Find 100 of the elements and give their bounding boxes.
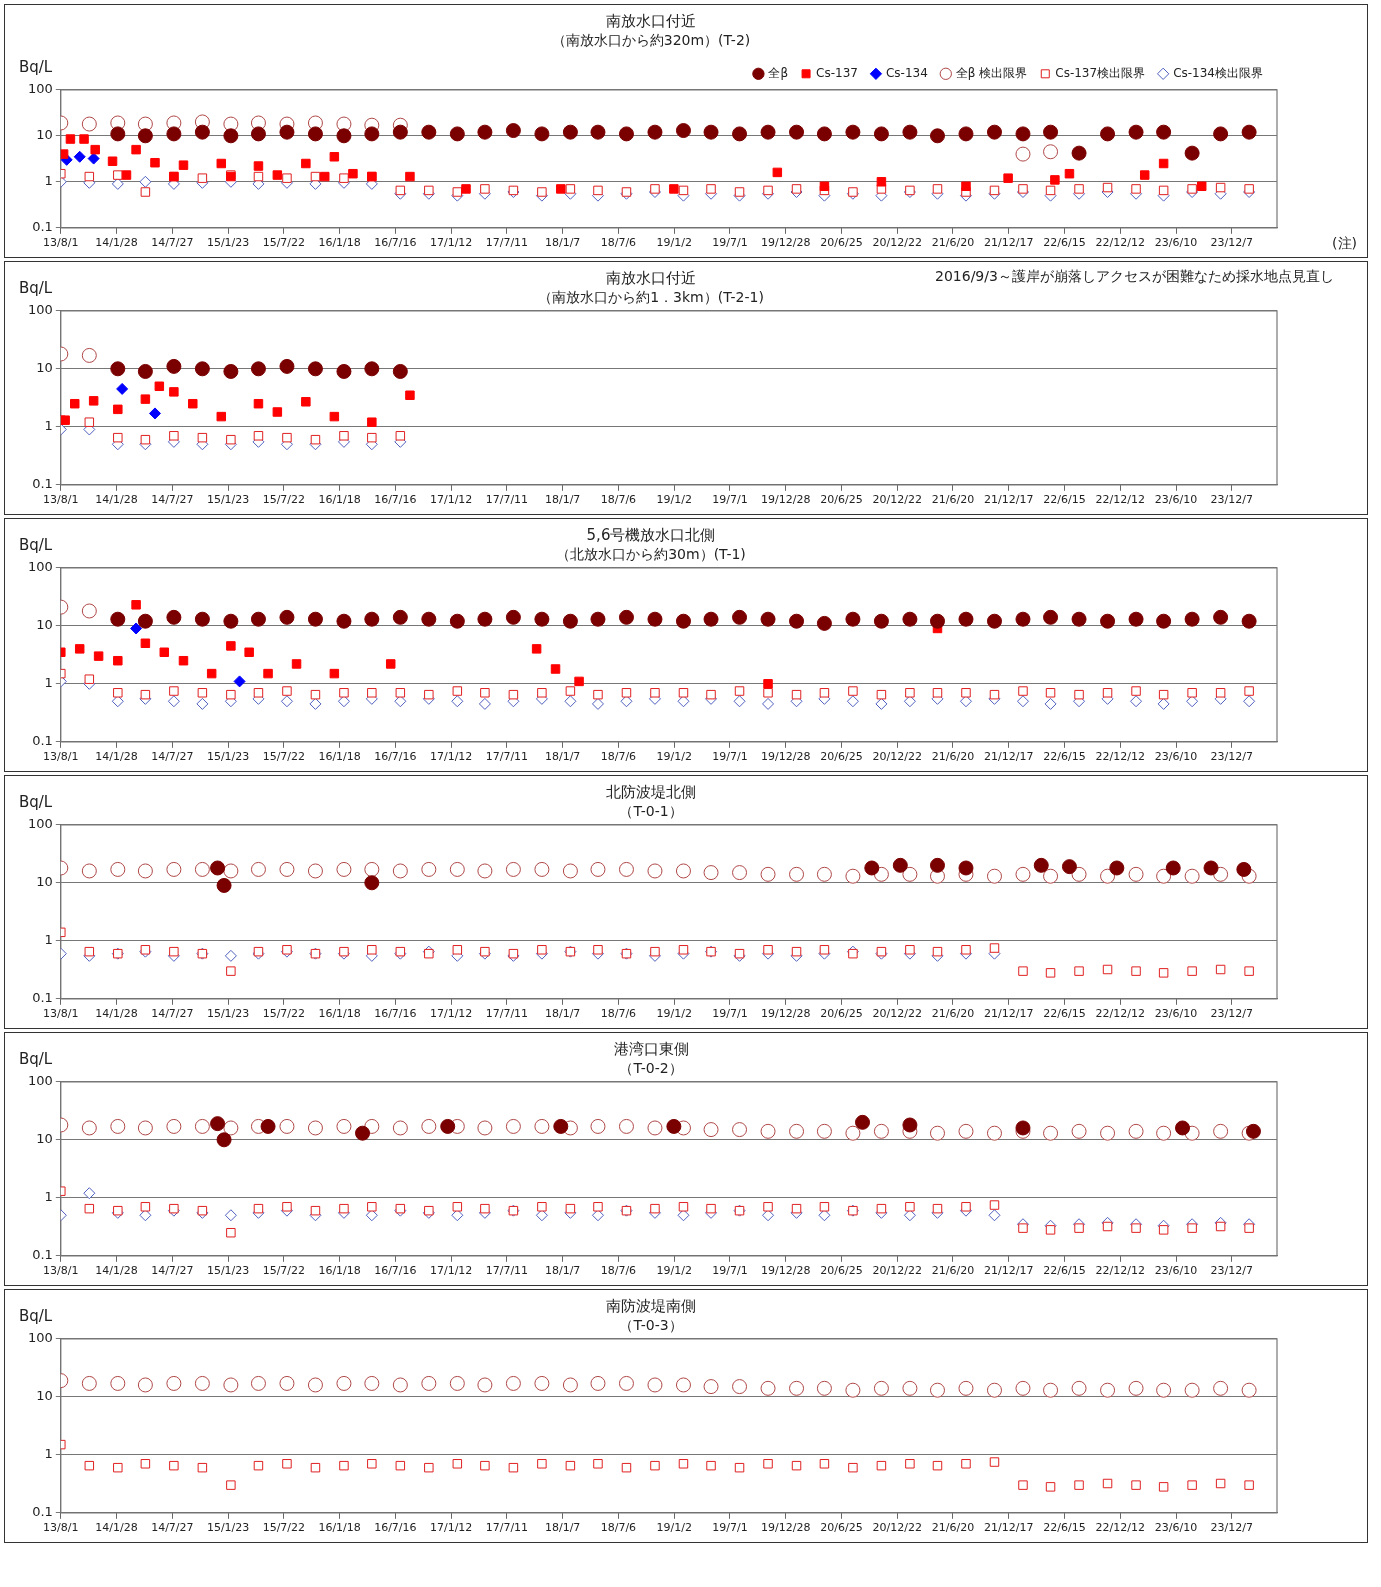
x-tick-label: 20/6/25: [820, 750, 863, 764]
y-tick-label: 0.1: [32, 990, 53, 1006]
x-tick-label: 21/6/20: [931, 1521, 975, 1535]
y-tick-label: 100: [27, 1073, 53, 1089]
x-tick-label: 23/12/7: [1210, 236, 1253, 250]
y-tick-label: 10: [36, 127, 53, 143]
x-tick-label: 20/12/22: [872, 493, 922, 507]
x-tick-label: 15/1/23: [206, 1264, 250, 1278]
y-tick-label: 10: [36, 874, 53, 890]
x-tick-label: 20/12/22: [872, 1521, 922, 1535]
y-tick-label: 10: [36, 1131, 53, 1147]
x-tick-label: 18/7/6: [600, 493, 637, 507]
x-tick-label: 23/12/7: [1210, 1521, 1253, 1535]
x-tick-label: 19/12/28: [760, 1007, 811, 1021]
x-tick-label: 19/12/28: [760, 493, 811, 507]
y-tick-label: 1: [44, 418, 53, 434]
x-tick-label: 17/7/11: [485, 750, 529, 764]
x-tick-label: 22/12/12: [1095, 1007, 1145, 1021]
x-tick-label: 18/7/6: [600, 1521, 637, 1535]
x-tick-label: 20/12/22: [872, 236, 922, 250]
x-tick-label: 22/6/15: [1043, 493, 1086, 507]
x-tick-label: 14/1/28: [95, 1007, 138, 1021]
x-tick-label: 16/7/16: [374, 1264, 417, 1278]
y-tick-label: 100: [27, 816, 53, 832]
y-tick-label: 0.1: [32, 1247, 53, 1263]
y-tick-label: 1: [44, 932, 53, 948]
x-tick-label: 22/12/12: [1095, 236, 1145, 250]
y-tick-label: 1: [44, 1446, 53, 1462]
chart-subtitle: （北放水口から約30m）(T-1): [556, 546, 746, 563]
x-tick-label: 16/7/16: [374, 750, 417, 764]
x-tick-label: 19/1/2: [656, 493, 692, 507]
x-tick-label: 20/6/25: [820, 1521, 863, 1535]
x-tick-label: 23/6/10: [1154, 1264, 1198, 1278]
x-tick-label: 14/1/28: [95, 236, 138, 250]
x-tick-label: 18/7/6: [600, 1264, 637, 1278]
x-tick-label: 15/1/23: [206, 236, 250, 250]
x-tick-label: 15/7/22: [262, 1007, 306, 1021]
x-tick-label: 23/6/10: [1154, 1521, 1198, 1535]
x-tick-label: 17/1/12: [429, 1521, 473, 1535]
x-tick-label: 15/7/22: [262, 750, 306, 764]
x-tick-label: 14/1/28: [95, 750, 138, 764]
chart-title: 北防波堤北側: [606, 782, 696, 801]
chart-subtitle: （南放水口から約1．3km）(T-2-1): [538, 289, 764, 306]
x-tick-label: 16/1/18: [318, 1007, 361, 1021]
legend-label: 全β 検出限界: [955, 65, 1028, 80]
chart-subtitle: （T-0-3）: [619, 1317, 683, 1334]
x-tick-label: 14/7/27: [151, 493, 194, 507]
x-tick-label: 21/12/17: [984, 1521, 1034, 1535]
y-tick-label: 1: [44, 173, 53, 189]
x-tick-label: 21/12/17: [984, 1264, 1034, 1278]
x-tick-label: 18/1/7: [544, 750, 581, 764]
y-axis-title: Bq/L: [19, 58, 53, 77]
x-tick-label: 13/8/1: [43, 750, 79, 764]
x-tick-label: 17/7/11: [485, 493, 529, 507]
x-tick-label: 17/7/11: [485, 236, 529, 250]
x-tick-label: 21/6/20: [931, 1007, 975, 1021]
x-tick-label: 22/12/12: [1095, 1521, 1145, 1535]
x-tick-label: 22/12/12: [1095, 1264, 1145, 1278]
x-tick-label: 15/7/22: [262, 1264, 306, 1278]
x-tick-label: 18/7/6: [600, 750, 637, 764]
x-tick-label: 19/12/28: [760, 750, 811, 764]
x-tick-label: 19/7/1: [712, 1521, 748, 1535]
y-tick-label: 10: [36, 1388, 53, 1404]
x-tick-label: 17/7/11: [485, 1264, 529, 1278]
x-tick-label: 19/7/1: [712, 493, 748, 507]
x-tick-label: 21/12/17: [984, 236, 1034, 250]
x-tick-label: 13/8/1: [43, 236, 79, 250]
x-tick-label: 18/1/7: [544, 236, 581, 250]
x-tick-label: 17/7/11: [485, 1521, 529, 1535]
y-tick-label: 100: [27, 1330, 53, 1346]
x-tick-label: 18/1/7: [544, 493, 581, 507]
text: 2016/9/3～護岸が崩落しアクセスが困難なため採水地点見直し: [935, 267, 1334, 284]
x-tick-label: 16/1/18: [318, 1521, 361, 1535]
x-tick-label: 13/8/1: [43, 1264, 79, 1278]
x-tick-label: 19/1/2: [656, 1264, 692, 1278]
y-axis-title: Bq/L: [19, 279, 53, 298]
x-tick-label: 22/6/15: [1043, 1264, 1086, 1278]
y-tick-label: 100: [27, 559, 53, 575]
x-tick-label: 14/1/28: [95, 493, 138, 507]
x-tick-label: 19/7/1: [712, 236, 748, 250]
chart-title: 港湾口東側: [613, 1039, 689, 1058]
y-tick-label: 0.1: [32, 1504, 53, 1520]
x-tick-label: 21/12/17: [984, 493, 1034, 507]
y-tick-label: 10: [36, 617, 53, 633]
x-tick-label: 18/7/6: [600, 236, 637, 250]
x-tick-label: 22/12/12: [1095, 493, 1145, 507]
x-tick-label: 16/1/18: [318, 236, 361, 250]
y-axis-title: Bq/L: [19, 536, 53, 555]
x-tick-label: 19/12/28: [760, 1264, 811, 1278]
x-tick-label: 19/7/1: [712, 750, 748, 764]
x-tick-label: 17/1/12: [429, 750, 473, 764]
chart-title: 南放水口付近: [606, 268, 696, 287]
x-tick-label: 23/12/7: [1210, 1264, 1253, 1278]
y-tick-label: 1: [44, 675, 53, 691]
y-tick-label: 0.1: [32, 219, 53, 235]
x-tick-label: 15/1/23: [206, 493, 250, 507]
x-tick-label: 23/6/10: [1154, 1007, 1198, 1021]
x-tick-label: 22/6/15: [1043, 236, 1086, 250]
x-tick-label: 14/7/27: [151, 750, 194, 764]
x-tick-label: 15/7/22: [262, 1521, 306, 1535]
